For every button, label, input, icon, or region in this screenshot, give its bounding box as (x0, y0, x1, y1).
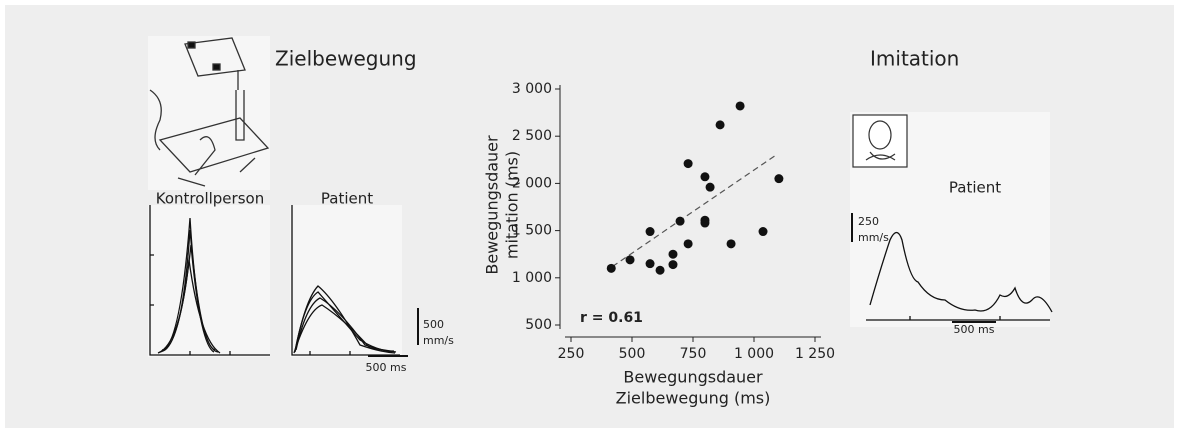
illustration-box (148, 36, 270, 190)
point (668, 260, 677, 269)
trace-label: Kontrollperson (156, 190, 264, 208)
trace-box (290, 205, 402, 357)
point (646, 259, 655, 268)
y-tick-label: 2 500 (512, 128, 552, 144)
x-tick-label: 250 (558, 346, 585, 362)
face-icon (853, 115, 907, 167)
scale-label: 500 ms (954, 323, 995, 336)
trace-label: Patient (321, 190, 373, 208)
point (676, 217, 685, 226)
panel-title: Zielbewegung (275, 47, 417, 71)
point (656, 266, 665, 275)
point (684, 159, 693, 168)
scale-label: mm/s (858, 231, 889, 244)
y-axis-label: mitation (ms) (503, 151, 522, 259)
x-tick-label: 1 250 (795, 346, 835, 362)
scale-label: 250 (858, 215, 879, 228)
trace-box (148, 205, 270, 357)
point (646, 227, 655, 236)
point (759, 227, 768, 236)
figure: Zielbewegung Imitation Kontrollperson Pa… (0, 0, 1180, 434)
y-tick-label: 1 000 (512, 270, 552, 286)
x-axis-label: Bewegungsdauer (623, 368, 763, 387)
x-axis-label: Zielbewegung (ms) (616, 389, 771, 408)
point (706, 183, 715, 192)
point (700, 219, 709, 228)
point (668, 250, 677, 259)
panel-title: Imitation (870, 47, 959, 71)
point (684, 239, 693, 248)
trace-label: Patient (949, 179, 1001, 197)
y-tick-label: 3 000 (512, 81, 552, 97)
point (736, 101, 745, 110)
point (716, 120, 725, 129)
point (700, 172, 709, 181)
scale-label: 500 ms (366, 361, 407, 374)
scale-label: 500 (423, 318, 444, 331)
x-tick-label: 1 000 (734, 346, 774, 362)
scale-label: mm/s (423, 334, 454, 347)
annotation: r = 0.61 (580, 310, 643, 326)
point (774, 174, 783, 183)
x-tick-label: 500 (619, 346, 646, 362)
point (607, 264, 616, 273)
point (727, 239, 736, 248)
y-axis-label: Bewegungsdauer (483, 135, 502, 275)
x-tick-label: 750 (680, 346, 707, 362)
y-tick-label: 500 (525, 317, 552, 333)
point (626, 255, 635, 264)
